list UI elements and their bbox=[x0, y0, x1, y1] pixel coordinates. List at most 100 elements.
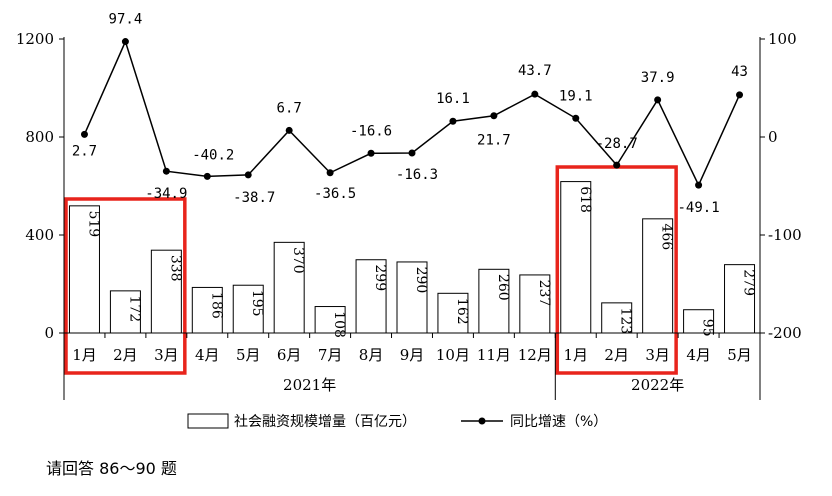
category-label: 5月 bbox=[727, 346, 752, 364]
bar bbox=[519, 274, 551, 334]
category-label: 4月 bbox=[195, 346, 220, 364]
legend-line-label: 同比增速（%） bbox=[510, 414, 607, 430]
growth-value-label: -38.7 bbox=[233, 190, 275, 206]
left-tick-label: 0 bbox=[44, 324, 54, 342]
bar bbox=[355, 259, 387, 334]
year-label: 2021年 bbox=[283, 376, 336, 394]
highlight-box bbox=[64, 197, 187, 375]
growth-point bbox=[736, 91, 744, 99]
bar bbox=[396, 261, 428, 334]
bar bbox=[560, 181, 592, 334]
growth-point bbox=[572, 114, 580, 122]
growth-point bbox=[408, 149, 416, 157]
bar-value-label: 123 bbox=[618, 307, 634, 334]
growth-value-label: -49.1 bbox=[678, 200, 720, 216]
growth-point bbox=[490, 112, 498, 120]
category-label: 5月 bbox=[236, 346, 261, 364]
bar-value-label: 237 bbox=[536, 280, 552, 307]
growth-value-label: 43.7 bbox=[518, 63, 552, 79]
left-tick-label: 1200 bbox=[16, 30, 54, 48]
bar bbox=[314, 306, 346, 334]
growth-point bbox=[367, 149, 375, 157]
bars-layer: 519 172 338 186 195 370 108 299 290 162 260 237 618 1… bbox=[68, 181, 757, 338]
bar-value-label: 260 bbox=[495, 274, 511, 301]
year-label: 2022年 bbox=[631, 376, 684, 394]
growth-value-label: 21.7 bbox=[477, 133, 511, 149]
growth-value-label: 97.4 bbox=[109, 12, 143, 28]
growth-point bbox=[695, 181, 703, 189]
category-label: 4月 bbox=[686, 346, 711, 364]
category-label: 2月 bbox=[113, 346, 138, 364]
growth-value-label: -16.6 bbox=[350, 123, 392, 139]
category-label: 3月 bbox=[645, 346, 670, 364]
right-tick-label: -100 bbox=[768, 226, 802, 244]
left-tick-label: 800 bbox=[25, 128, 54, 146]
bar bbox=[68, 205, 100, 334]
bar bbox=[724, 264, 756, 334]
category-label: 1月 bbox=[563, 346, 588, 364]
growth-value-label: -36.5 bbox=[314, 186, 356, 202]
growth-point bbox=[121, 38, 129, 46]
right-tick-label: -200 bbox=[768, 324, 802, 342]
bar bbox=[642, 218, 674, 334]
bar-value-label: 95 bbox=[700, 319, 716, 337]
growth-value-label: 16.1 bbox=[436, 91, 470, 107]
bar-value-label: 172 bbox=[126, 295, 142, 322]
bar-value-label: 370 bbox=[290, 247, 306, 274]
growth-value-label: 37.9 bbox=[641, 70, 675, 86]
bar bbox=[273, 241, 305, 334]
legend: 社会融资规模增量（百亿元） 同比增速（%） bbox=[187, 413, 607, 430]
bar-value-label: 338 bbox=[167, 255, 183, 282]
axes-layer: 0 400 800 1200 -200 -100 0 100 1月 2月 3月 4月 5月 6月 7月 8月 9… bbox=[16, 30, 802, 400]
bar-value-label: 195 bbox=[249, 290, 265, 317]
category-label: 12月 bbox=[518, 346, 552, 364]
category-label: 10月 bbox=[436, 346, 470, 364]
bar-value-label: 466 bbox=[659, 223, 675, 250]
growth-point bbox=[244, 171, 252, 179]
growth-point bbox=[285, 126, 293, 134]
bar-value-label: 618 bbox=[577, 186, 593, 213]
bar-value-label: 299 bbox=[372, 264, 388, 291]
legend-bar-swatch bbox=[187, 413, 229, 429]
legend-bar-label: 社会融资规模增量（百亿元） bbox=[234, 414, 416, 430]
right-tick-label: 100 bbox=[768, 30, 797, 48]
bar bbox=[150, 249, 182, 334]
category-label: 3月 bbox=[154, 346, 179, 364]
right-tick-label: 0 bbox=[768, 128, 778, 146]
growth-value-label: -16.3 bbox=[396, 167, 438, 183]
legend-line-marker bbox=[478, 417, 486, 425]
category-label: 11月 bbox=[477, 346, 511, 364]
bar bbox=[478, 268, 510, 334]
growth-value-label: 19.1 bbox=[559, 88, 593, 104]
bar-value-label: 108 bbox=[331, 311, 347, 338]
footer-caption: 请回答 86～90 题 bbox=[46, 459, 177, 478]
left-tick-label: 400 bbox=[25, 226, 54, 244]
growth-point bbox=[449, 117, 457, 125]
growth-value-label: 2.7 bbox=[72, 143, 97, 159]
category-label: 7月 bbox=[318, 346, 343, 364]
growth-point bbox=[203, 172, 211, 180]
growth-point bbox=[654, 96, 662, 104]
bar-value-label: 162 bbox=[454, 298, 470, 325]
bar-value-label: 279 bbox=[741, 269, 757, 296]
bar bbox=[191, 286, 223, 334]
bar-value-label: 290 bbox=[413, 267, 429, 294]
growth-point bbox=[162, 167, 170, 175]
growth-point bbox=[531, 90, 539, 98]
line-layer: 2.7 97.4 -34.9 -40.2 -38.7 6.7 -36.5 -16.6 -16.3… bbox=[72, 12, 748, 217]
category-label: 8月 bbox=[359, 346, 384, 364]
bar-value-label: 519 bbox=[85, 210, 101, 237]
growth-point bbox=[613, 161, 621, 169]
growth-value-label: -28.7 bbox=[596, 136, 638, 152]
category-label: 6月 bbox=[277, 346, 302, 364]
growth-point bbox=[80, 130, 88, 138]
growth-value-label: 6.7 bbox=[277, 100, 302, 116]
category-label: 1月 bbox=[72, 346, 97, 364]
growth-value-label: 43 bbox=[731, 64, 748, 80]
growth-line bbox=[83, 39, 741, 187]
category-label: 9月 bbox=[400, 346, 425, 364]
bar-value-label: 186 bbox=[208, 292, 224, 319]
growth-point bbox=[326, 169, 334, 177]
growth-value-label: -40.2 bbox=[192, 147, 234, 163]
